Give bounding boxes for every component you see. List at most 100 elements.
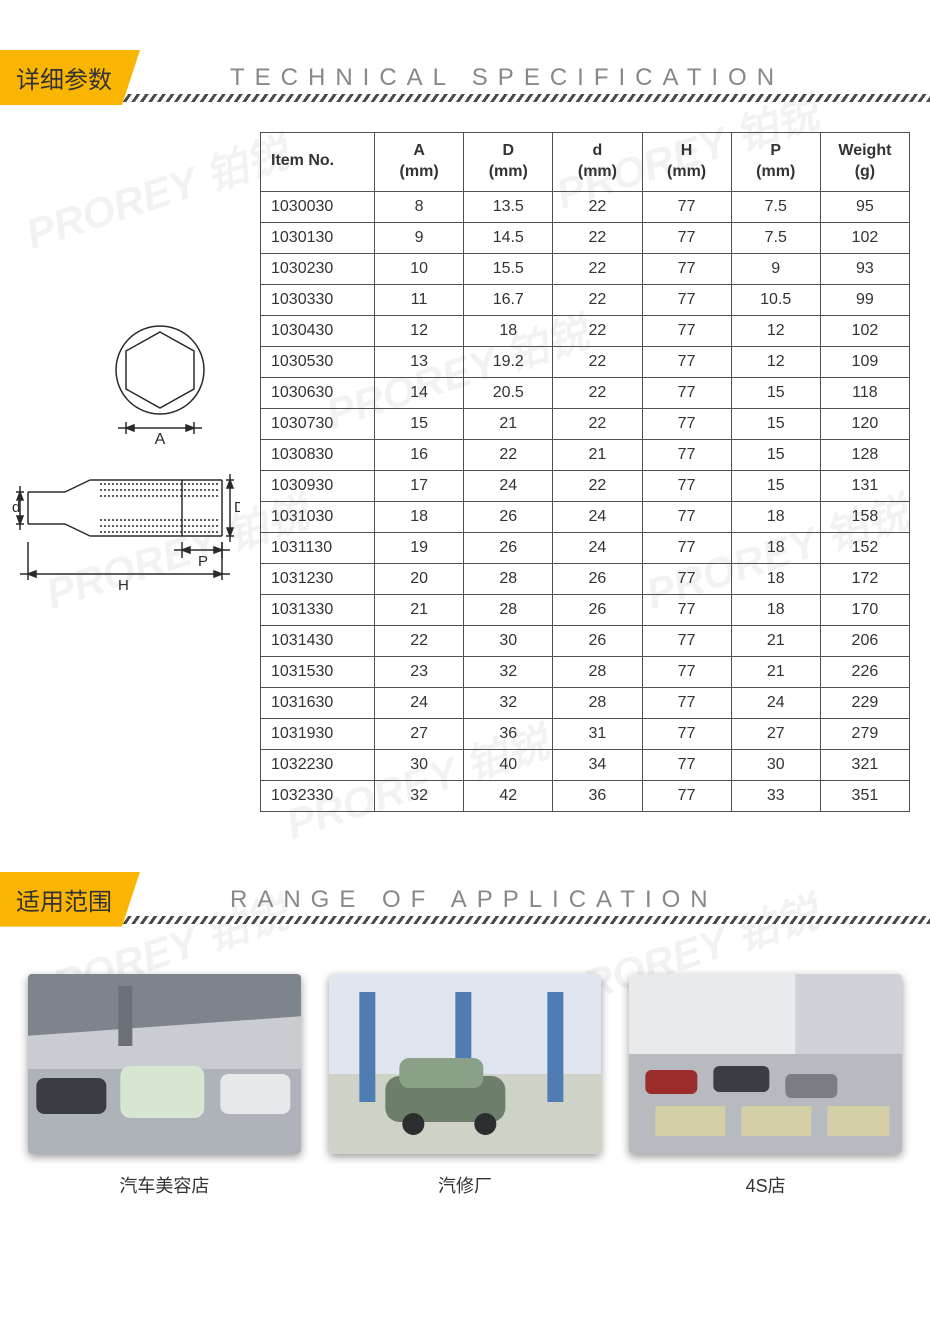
table-cell: 13 [375,346,464,377]
table-cell: 321 [820,749,909,780]
table-cell: 77 [642,780,731,811]
table-cell: 19 [375,532,464,563]
table-cell: 28 [553,687,642,718]
table-cell: 14 [375,377,464,408]
table-cell: 1030630 [261,377,375,408]
table-row: 10311301926247718152 [261,532,910,563]
table-cell: 34 [553,749,642,780]
table-row: 10315302332287721226 [261,656,910,687]
table-cell: 226 [820,656,909,687]
table-row: 10323303242367733351 [261,780,910,811]
table-cell: 24 [464,470,553,501]
table-cell: 26 [553,625,642,656]
table-header-cell: d(mm) [553,133,642,192]
application-thumb-detailing [28,974,301,1154]
diagram-label-p: P [198,553,208,570]
table-row: 10305301319.2227712109 [261,346,910,377]
table-cell: 206 [820,625,909,656]
table-cell: 15 [731,408,820,439]
table-header-cell: Weight(g) [820,133,909,192]
table-cell: 18 [731,563,820,594]
table-cell: 22 [553,377,642,408]
table-cell: 33 [731,780,820,811]
table-cell: 22 [553,253,642,284]
table-cell: 1030730 [261,408,375,439]
table-cell: 1031430 [261,625,375,656]
table-cell: 279 [820,718,909,749]
table-cell: 1030830 [261,439,375,470]
table-row: 10304301218227712102 [261,315,910,346]
table-cell: 77 [642,532,731,563]
table-row: 10313302128267718170 [261,594,910,625]
table-cell: 28 [464,594,553,625]
table-cell: 8 [375,191,464,222]
table-cell: 11 [375,284,464,315]
table-cell: 30 [731,749,820,780]
table-cell: 15 [731,470,820,501]
table-cell: 158 [820,501,909,532]
section-header-cn: 适用范围 [0,872,140,927]
application-gallery: 汽车美容店 汽修厂 [0,954,930,1198]
table-cell: 16.7 [464,284,553,315]
application-item: 4S店 [629,974,902,1198]
table-cell: 17 [375,470,464,501]
table-cell: 36 [464,718,553,749]
section-header-cn: 详细参数 [0,50,140,105]
application-label: 汽车美容店 [28,1172,301,1198]
table-cell: 23 [375,656,464,687]
table-cell: 19.2 [464,346,553,377]
section-header-app: 适用范围 RANGE OF APPLICATION [0,862,930,924]
table-cell: 15 [731,377,820,408]
table-cell: 30 [464,625,553,656]
table-cell: 21 [464,408,553,439]
table-cell: 40 [464,749,553,780]
table-cell: 128 [820,439,909,470]
table-cell: 77 [642,656,731,687]
table-row: 10303301116.7227710.599 [261,284,910,315]
table-cell: 27 [731,718,820,749]
table-cell: 15 [731,439,820,470]
table-cell: 22 [553,408,642,439]
table-cell: 1030030 [261,191,375,222]
table-cell: 32 [464,656,553,687]
table-cell: 22 [553,470,642,501]
table-cell: 22 [553,284,642,315]
application-item: 汽车美容店 [28,974,301,1198]
table-cell: 77 [642,222,731,253]
table-cell: 1030930 [261,470,375,501]
table-cell: 95 [820,191,909,222]
table-cell: 152 [820,532,909,563]
table-cell: 109 [820,346,909,377]
table-cell: 42 [464,780,553,811]
table-row: 1030130914.522777.5102 [261,222,910,253]
table-cell: 26 [464,501,553,532]
table-row: 10322303040347730321 [261,749,910,780]
table-header-cell: A(mm) [375,133,464,192]
table-cell: 28 [553,656,642,687]
table-cell: 7.5 [731,222,820,253]
table-cell: 1032330 [261,780,375,811]
table-body: 1030030813.522777.5951030130914.522777.5… [261,191,910,811]
table-cell: 20.5 [464,377,553,408]
table-cell: 1030130 [261,222,375,253]
table-cell: 24 [375,687,464,718]
table-cell: 118 [820,377,909,408]
table-cell: 1031630 [261,687,375,718]
table-cell: 22 [553,315,642,346]
table-cell: 21 [731,656,820,687]
table-cell: 22 [464,439,553,470]
table-cell: 1031330 [261,594,375,625]
table-cell: 24 [731,687,820,718]
table-cell: 18 [731,532,820,563]
application-thumb-dealership [629,974,902,1154]
table-row: 10312302028267718172 [261,563,910,594]
table-header-cell: Item No. [261,133,375,192]
table-row: 10309301724227715131 [261,470,910,501]
section-header-en: RANGE OF APPLICATION [230,886,718,914]
table-cell: 131 [820,470,909,501]
table-cell: 1030430 [261,315,375,346]
table-cell: 21 [731,625,820,656]
table-cell: 9 [375,222,464,253]
table-cell: 1031230 [261,563,375,594]
table-cell: 21 [375,594,464,625]
